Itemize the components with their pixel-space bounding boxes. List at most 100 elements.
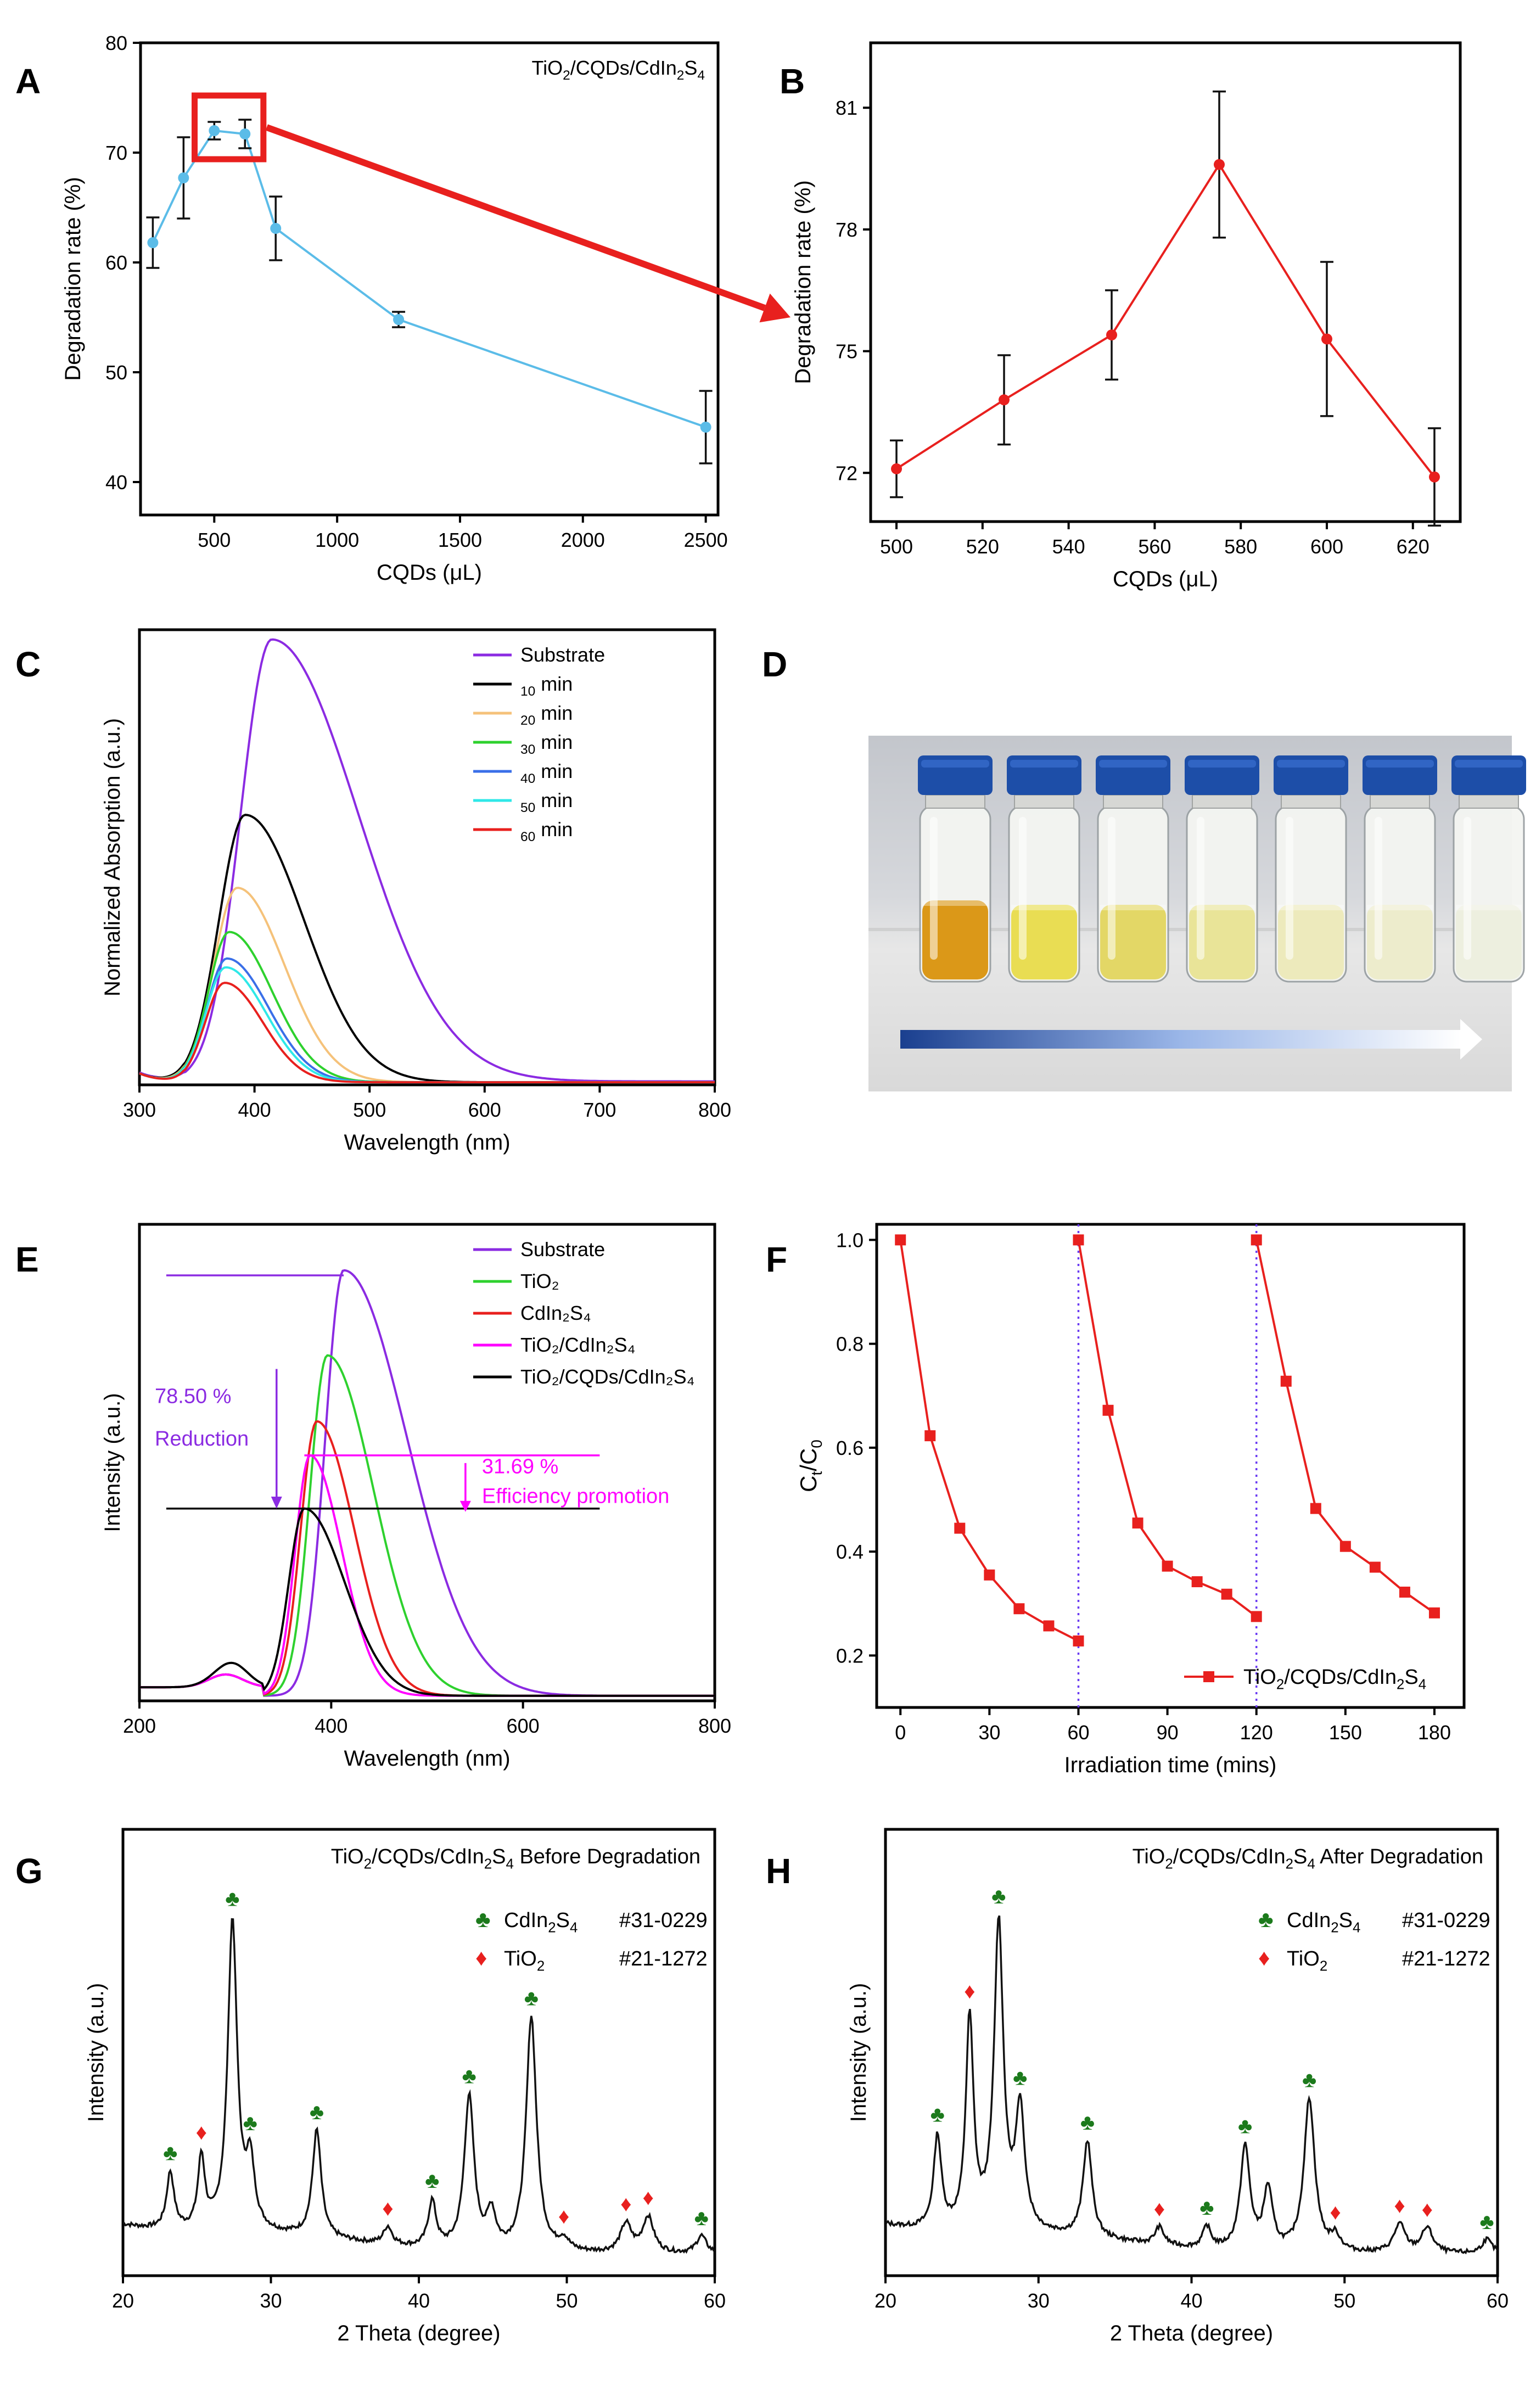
cdin2s4-peak-marker: ♣ (1302, 2068, 1316, 2092)
series-line (895, 162, 1436, 478)
x-axis-label: CQDs (μL) (377, 561, 482, 585)
legend-label: 20 min (520, 702, 573, 728)
data-point (270, 223, 282, 234)
vial-liquid (1278, 905, 1344, 979)
tio2-peak-marker: ♦ (382, 2197, 393, 2221)
subscript: 60 (520, 830, 535, 844)
vial-liquid (1011, 905, 1077, 979)
text-run: TiO (1133, 1845, 1165, 1868)
data-point (1428, 471, 1440, 483)
x-axis-label: Wavelength (nm) (344, 1130, 510, 1155)
vial-neck (1014, 794, 1074, 809)
x-tick-label: 1500 (438, 529, 482, 551)
y-tick-label: 40 (105, 471, 127, 494)
x-axis-label: 2 Theta (degree) (337, 2321, 500, 2345)
x-tick-label: 300 (123, 1099, 156, 1121)
spectrum-5 (139, 966, 715, 1084)
promotion-label: Efficiency promotion (482, 1485, 669, 1508)
text-run: TiO₂/CQDs/CdIn₂S₄ (520, 1365, 694, 1388)
text-run: After Degradation (1315, 1845, 1483, 1868)
spectrum-0 (139, 638, 715, 1083)
kinetic-point (1132, 1517, 1143, 1529)
x-tick-label: 560 (1138, 535, 1171, 558)
text-run: CdIn₂S₄ (520, 1302, 591, 1324)
vial-highlight (1108, 817, 1115, 960)
subscript: 4 (697, 68, 705, 83)
vial-neck (1281, 794, 1341, 809)
y-tick-label: 80 (105, 32, 127, 54)
subscript: 2 (1331, 1920, 1338, 1936)
x-tick-label: 400 (315, 1715, 347, 1737)
text-run: min (535, 789, 573, 811)
text-run: min (535, 673, 573, 695)
x-tick-label: 20 (874, 2289, 896, 2312)
subscript: 30 (520, 742, 535, 757)
tio2-peak-marker: ♦ (1154, 2197, 1165, 2221)
vial-liquid (1100, 905, 1166, 979)
legend-label: 10 min (520, 673, 573, 699)
text-run: TiO (531, 57, 563, 79)
kinetic-point (1251, 1611, 1262, 1622)
promotion-value: 31.69 % (482, 1455, 558, 1478)
liquid-meniscus (1100, 905, 1166, 910)
y-tick-label: 0.2 (836, 1644, 864, 1667)
text-run: min (535, 760, 573, 782)
x-tick-label: 20 (112, 2289, 134, 2312)
text-run: TiO (1287, 1947, 1320, 1970)
kinetic-point (1013, 1603, 1025, 1615)
data-point (239, 128, 251, 139)
y-tick-label: 60 (105, 251, 127, 274)
panel-letter-H: H (766, 1851, 791, 1891)
x-tick-label: 180 (1418, 1721, 1451, 1744)
x-axis-label: 2 Theta (degree) (1110, 2321, 1273, 2345)
legend-symbol: ♣ (1258, 1906, 1274, 1932)
legend-symbol: ♦ (475, 1945, 487, 1970)
text-run: /CQDs/CdIn (372, 1845, 484, 1868)
y-tick-label: 72 (836, 462, 857, 484)
x-tick-label: 30 (260, 2289, 282, 2312)
cap-shine (1010, 760, 1078, 768)
x-tick-label: 620 (1397, 535, 1430, 558)
text-run: Substrate (520, 643, 605, 666)
legend-label: TiO2/CQDs/CdIn2S4 (1243, 1666, 1426, 1693)
tio2-peak-marker: ♦ (558, 2204, 569, 2228)
y-axis-label: Degradation rate (%) (61, 177, 85, 380)
kinetic-point (895, 1234, 906, 1246)
y-tick-label: 50 (105, 361, 127, 384)
x-tick-label: 120 (1240, 1721, 1273, 1744)
x-tick-label: 800 (698, 1099, 731, 1121)
x-tick-label: 40 (1180, 2289, 1202, 2312)
xrd-pattern (885, 1915, 1499, 2255)
x-tick-label: 600 (507, 1715, 540, 1737)
text-run: /CQDs/CdIn (570, 57, 677, 79)
y-tick-label: 78 (836, 219, 857, 241)
spectrum-6 (139, 982, 715, 1084)
subscript: 2 (484, 1857, 492, 1872)
x-tick-label: 30 (978, 1721, 1000, 1744)
text-run: Substrate (520, 1238, 605, 1261)
cdin2s4-peak-marker: ♣ (462, 2064, 477, 2088)
legend-phase: CdIn2S4 (504, 1909, 578, 1936)
x-tick-label: 50 (1333, 2289, 1355, 2312)
data-point (147, 237, 159, 248)
plot-frame-H (884, 1828, 1499, 2277)
y-axis-label: Degradation rate (%) (791, 180, 815, 384)
spectrum-2 (139, 1420, 715, 1697)
vial-neck (925, 794, 985, 809)
panel-letter-C: C (15, 645, 41, 684)
y-tick-label: 81 (836, 97, 857, 119)
vial-highlight (1197, 817, 1204, 960)
reduction-value: 78.50 % (155, 1385, 231, 1408)
spectrum-4 (139, 957, 715, 1084)
cdin2s4-peak-marker: ♣ (163, 2141, 177, 2165)
data-point (999, 394, 1010, 406)
x-tick-label: 520 (966, 535, 999, 558)
legend-symbol: ♦ (1258, 1945, 1270, 1970)
text-run: TiO (504, 1947, 537, 1970)
kinetic-point (1339, 1541, 1351, 1552)
data-point (1321, 333, 1332, 345)
cdin2s4-peak-marker: ♣ (1199, 2196, 1214, 2220)
x-tick-label: 700 (583, 1099, 616, 1121)
data-point (891, 463, 902, 474)
cap-shine (1188, 760, 1256, 768)
